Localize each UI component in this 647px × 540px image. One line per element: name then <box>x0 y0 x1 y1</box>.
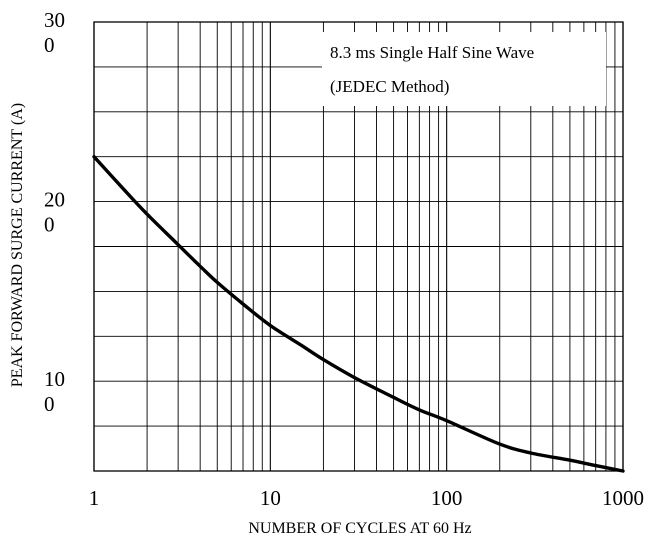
x-tick-labels: 1 10 100 1000 <box>89 486 644 510</box>
plot-border <box>93 21 624 472</box>
legend-box: 8.3 ms Single Half Sine Wave (JEDEC Meth… <box>322 32 606 106</box>
plot-frame <box>93 21 624 472</box>
y-tick-label: 10 <box>44 367 65 391</box>
x-tick-label: 1000 <box>602 486 644 510</box>
x-axis-label: NUMBER OF CYCLES AT 60 Hz <box>248 520 471 537</box>
y-tick-label: 0 <box>44 213 55 237</box>
annotation-line-1: 8.3 ms Single Half Sine Wave <box>330 43 534 62</box>
y-tick-label: 20 <box>44 188 65 212</box>
annotation-line-2: (JEDEC Method) <box>330 77 449 96</box>
series-group <box>92 155 625 473</box>
x-tick-label: 1 <box>89 486 100 510</box>
x-tick-label: 100 <box>431 486 463 510</box>
y-tick-label: 0 <box>44 33 55 57</box>
legend-background <box>322 32 606 106</box>
y-tick-label: 30 <box>44 8 65 32</box>
x-tick-label: 10 <box>260 486 281 510</box>
y-axis-label: PEAK FORWARD SURGE CURRENT (A) <box>9 103 26 387</box>
y-tick-label: 0 <box>44 392 55 416</box>
series-line-0 <box>92 155 625 473</box>
